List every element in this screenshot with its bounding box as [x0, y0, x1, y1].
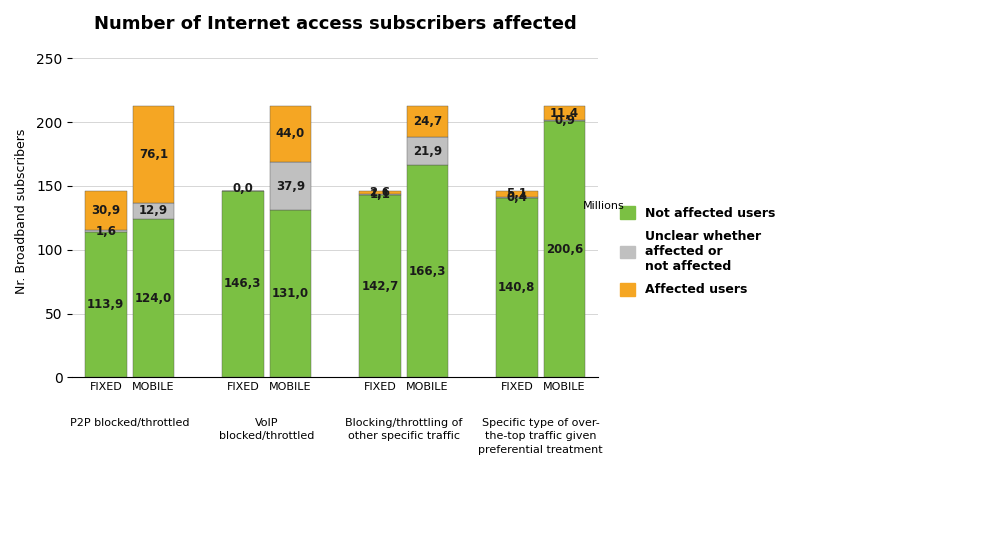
Bar — [222, 191, 264, 377]
Legend: Not affected users, Unclear whether
affected or
not affected, Affected users: Not affected users, Unclear whether affe… — [615, 201, 780, 301]
Bar — [359, 195, 401, 377]
Y-axis label: Millions: Millions — [583, 201, 624, 211]
Text: 113,9: 113,9 — [87, 298, 124, 311]
Bar — [496, 198, 538, 377]
Bar — [359, 191, 401, 194]
Text: P2P blocked/throttled: P2P blocked/throttled — [70, 418, 189, 428]
Bar — [407, 165, 448, 377]
Text: 166,3: 166,3 — [409, 265, 446, 278]
Text: 124,0: 124,0 — [135, 292, 172, 305]
Text: 11,4: 11,4 — [550, 107, 579, 119]
Text: Blocking/throttling of
other specific traffic: Blocking/throttling of other specific tr… — [345, 418, 462, 441]
Text: 12,9: 12,9 — [139, 205, 168, 217]
Text: Specific type of over-
the-top traffic given
preferential treatment: Specific type of over- the-top traffic g… — [478, 418, 603, 455]
Bar — [133, 219, 174, 377]
Text: 131,0: 131,0 — [272, 287, 309, 300]
Bar — [85, 191, 127, 230]
Bar — [270, 210, 311, 377]
Text: 30,9: 30,9 — [91, 204, 120, 217]
Bar — [407, 106, 448, 137]
Bar — [270, 162, 311, 210]
Bar — [270, 106, 311, 162]
Text: 2,6: 2,6 — [369, 186, 390, 199]
Title: Number of Internet access subscribers affected: Number of Internet access subscribers af… — [94, 15, 577, 33]
Text: 0,4: 0,4 — [506, 191, 527, 204]
Text: 24,7: 24,7 — [413, 115, 442, 128]
Text: 5,1: 5,1 — [506, 187, 527, 200]
Text: 1,1: 1,1 — [369, 188, 390, 201]
Text: 44,0: 44,0 — [276, 127, 305, 140]
Bar — [85, 230, 127, 232]
Y-axis label: Nr. Broadband subscribers: Nr. Broadband subscribers — [15, 129, 28, 294]
Bar — [133, 203, 174, 219]
Bar — [407, 137, 448, 165]
Bar — [544, 122, 585, 377]
Bar — [85, 232, 127, 377]
Text: VoIP
blocked/throttled: VoIP blocked/throttled — [219, 418, 314, 441]
Text: 0,0: 0,0 — [232, 182, 253, 195]
Bar — [133, 106, 174, 203]
Text: 146,3: 146,3 — [224, 278, 262, 290]
Text: 37,9: 37,9 — [276, 180, 305, 192]
Text: 0,9: 0,9 — [554, 114, 575, 127]
Bar — [359, 194, 401, 195]
Bar — [496, 191, 538, 197]
Text: 21,9: 21,9 — [413, 145, 442, 158]
Bar — [544, 121, 585, 122]
Text: 1,6: 1,6 — [95, 225, 116, 237]
Bar — [544, 106, 585, 121]
Text: 200,6: 200,6 — [546, 243, 583, 256]
Text: 140,8: 140,8 — [498, 281, 536, 294]
Text: 76,1: 76,1 — [139, 148, 168, 161]
Text: 142,7: 142,7 — [361, 280, 398, 293]
